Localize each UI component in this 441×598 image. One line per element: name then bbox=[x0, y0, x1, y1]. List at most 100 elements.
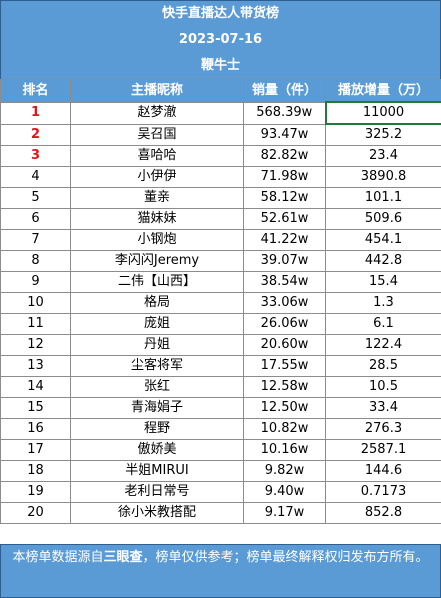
rank-cell: 20 bbox=[1, 503, 71, 524]
sales-cell: 71.98w bbox=[244, 167, 326, 188]
rank-cell: 11 bbox=[1, 314, 71, 335]
sales-cell: 9.82w bbox=[244, 461, 326, 482]
title-block: 快手直播达人带货榜 2023-07-16 鞭牛士 bbox=[0, 0, 441, 80]
rank-cell: 18 bbox=[1, 461, 71, 482]
streamer-name-cell: 吴召国 bbox=[71, 124, 244, 146]
views-increase-cell: 33.4 bbox=[326, 398, 441, 419]
views-increase-cell: 15.4 bbox=[326, 272, 441, 293]
views-increase-cell: 454.1 bbox=[326, 230, 441, 251]
sales-cell: 20.60w bbox=[244, 335, 326, 356]
rank-cell: 8 bbox=[1, 251, 71, 272]
footer-note: 本榜单数据源自三眼查，榜单仅供参考；榜单最终解释权归发布方所有。 bbox=[0, 544, 441, 598]
rank-cell: 4 bbox=[1, 167, 71, 188]
streamer-name-cell: 小伊伊 bbox=[71, 167, 244, 188]
streamer-name-cell: 丹姐 bbox=[71, 335, 244, 356]
views-increase-cell: 325.2 bbox=[326, 124, 441, 146]
rank-cell: 19 bbox=[1, 482, 71, 503]
rank-cell: 14 bbox=[1, 377, 71, 398]
views-increase-cell: 276.3 bbox=[326, 419, 441, 440]
views-increase-cell: 122.4 bbox=[326, 335, 441, 356]
chart-date: 2023-07-16 bbox=[1, 31, 440, 49]
rank-cell: 7 bbox=[1, 230, 71, 251]
rank-cell: 5 bbox=[1, 188, 71, 209]
views-increase-cell: 3890.8 bbox=[326, 167, 441, 188]
streamer-name-cell: 程野 bbox=[71, 419, 244, 440]
sales-cell: 58.12w bbox=[244, 188, 326, 209]
views-increase-cell: 101.1 bbox=[326, 188, 441, 209]
table-header-row: 排名 主播昵称 销量（件） 播放增量（万） bbox=[1, 80, 441, 103]
sales-cell: 52.61w bbox=[244, 209, 326, 230]
rank-cell: 2 bbox=[1, 124, 71, 146]
sales-cell: 17.55w bbox=[244, 356, 326, 377]
sales-cell: 82.82w bbox=[244, 146, 326, 167]
streamer-name-cell: 小钢炮 bbox=[71, 230, 244, 251]
views-increase-cell: 0.7173 bbox=[326, 482, 441, 503]
streamer-name-cell: 半姐MIRUI bbox=[71, 461, 244, 482]
sales-cell: 93.47w bbox=[244, 124, 326, 146]
streamer-name-cell: 傲娇美 bbox=[71, 440, 244, 461]
rank-cell: 9 bbox=[1, 272, 71, 293]
rank-cell: 12 bbox=[1, 335, 71, 356]
chart-title: 快手直播达人带货榜 bbox=[1, 5, 440, 23]
sales-cell: 10.82w bbox=[244, 419, 326, 440]
streamer-name-cell: 猫妹妹 bbox=[71, 209, 244, 230]
sales-cell: 26.06w bbox=[244, 314, 326, 335]
footer-source-name: 三眼查 bbox=[103, 550, 142, 565]
streamer-name-cell: 张红 bbox=[71, 377, 244, 398]
column-header-sales: 销量（件） bbox=[244, 80, 326, 103]
footer-text-end: ，榜单仅供参考；榜单最终解释权归发布方所有。 bbox=[143, 550, 429, 565]
streamer-name-cell: 庞姐 bbox=[71, 314, 244, 335]
views-increase-cell: 852.8 bbox=[326, 503, 441, 524]
sales-cell: 10.16w bbox=[244, 440, 326, 461]
chart-source-brand: 鞭牛士 bbox=[1, 57, 440, 75]
views-increase-cell: 10.5 bbox=[326, 377, 441, 398]
sales-cell: 12.58w bbox=[244, 377, 326, 398]
streamer-name-cell: 董亲 bbox=[71, 188, 244, 209]
column-header-rank: 排名 bbox=[1, 80, 71, 103]
views-increase-cell: 28.5 bbox=[326, 356, 441, 377]
sales-cell: 9.40w bbox=[244, 482, 326, 503]
rank-cell: 16 bbox=[1, 419, 71, 440]
streamer-name-cell: 二伟【山西】 bbox=[71, 272, 244, 293]
views-increase-cell: 144.6 bbox=[326, 461, 441, 482]
streamer-name-cell: 徐小米教搭配 bbox=[71, 503, 244, 524]
views-increase-cell: 2587.1 bbox=[326, 440, 441, 461]
views-increase-cell: 442.8 bbox=[326, 251, 441, 272]
views-increase-cell: 23.4 bbox=[326, 146, 441, 167]
rank-cell: 1 bbox=[1, 102, 71, 124]
streamer-name-cell: 老利日常号 bbox=[71, 482, 244, 503]
column-header-name: 主播昵称 bbox=[71, 80, 244, 103]
streamer-name-cell: 格局 bbox=[71, 293, 244, 314]
rank-cell: 10 bbox=[1, 293, 71, 314]
views-increase-cell: 509.6 bbox=[326, 209, 441, 230]
views-increase-cell: 6.1 bbox=[326, 314, 441, 335]
sales-cell: 39.07w bbox=[244, 251, 326, 272]
streamer-name-cell: 尘客将军 bbox=[71, 356, 244, 377]
sales-cell: 12.50w bbox=[244, 398, 326, 419]
views-increase-cell: 11000 bbox=[326, 102, 441, 124]
sales-cell: 38.54w bbox=[244, 272, 326, 293]
streamer-name-cell: 青海娟子 bbox=[71, 398, 244, 419]
sales-cell: 41.22w bbox=[244, 230, 326, 251]
